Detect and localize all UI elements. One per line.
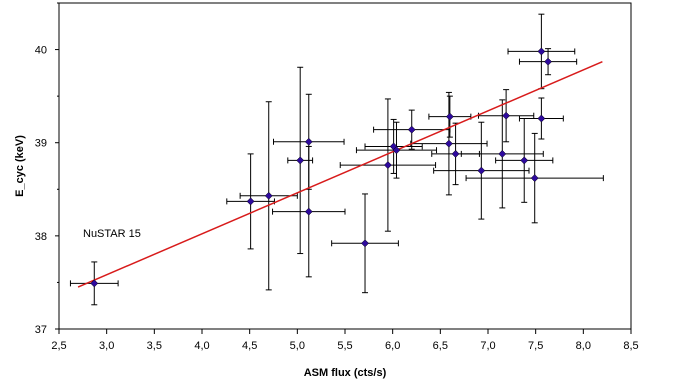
x-tick-label: 4,0 (194, 340, 209, 352)
annotation-label: NuSTAR 15 (83, 228, 141, 240)
data-point (304, 207, 313, 216)
x-tick-label: 7,5 (528, 340, 543, 352)
y-tick-label: 38 (35, 231, 47, 243)
x-tick-label: 3,5 (147, 340, 162, 352)
x-tick-label: 2,5 (51, 340, 66, 352)
data-point (544, 57, 553, 66)
y-axis: 37 38 39 40 (35, 2, 59, 336)
x-tick-label: 4,5 (242, 340, 257, 352)
data-point (392, 146, 401, 155)
x-tick-label: 3,0 (99, 340, 114, 352)
data-point (444, 139, 453, 148)
data-point (537, 114, 546, 123)
fit-line (77, 60, 603, 288)
x-tick-label: 5,0 (290, 340, 305, 352)
x-tick-label: 8,5 (623, 340, 638, 352)
data-point (520, 156, 529, 165)
data-point (246, 197, 255, 206)
data-point (304, 137, 313, 146)
x-tick-label: 8,0 (576, 340, 591, 352)
data-point (502, 111, 511, 120)
data-point (445, 112, 454, 121)
x-tick-label: 5,5 (337, 340, 352, 352)
data-point (264, 191, 273, 200)
data-point (361, 239, 369, 248)
y-tick-label: 39 (35, 138, 47, 150)
x-tick-label: 7,0 (480, 340, 495, 352)
data-point (407, 125, 416, 134)
x-axis-title: ASM flux (cts/s) (304, 367, 387, 379)
data-point (477, 166, 486, 175)
y-tick-label: 40 (35, 45, 47, 57)
data-point (296, 156, 305, 165)
x-axis: 2,5 3,0 3,5 4,0 4,5 5,0 5,5 6,0 6,5 7,0 7,5 8,0 8,5 (51, 329, 639, 352)
data-point (537, 47, 546, 56)
y-tick-label: 37 (35, 324, 47, 336)
data-point (383, 161, 392, 170)
data-point (451, 149, 460, 158)
x-tick-label: 6,5 (433, 340, 448, 352)
data-point (530, 174, 539, 183)
y-axis-title: E_cyc (keV) (14, 135, 26, 197)
x-tick-label: 6,0 (385, 340, 400, 352)
data-point (498, 149, 507, 158)
data-points (90, 47, 553, 288)
data-point (90, 279, 99, 288)
